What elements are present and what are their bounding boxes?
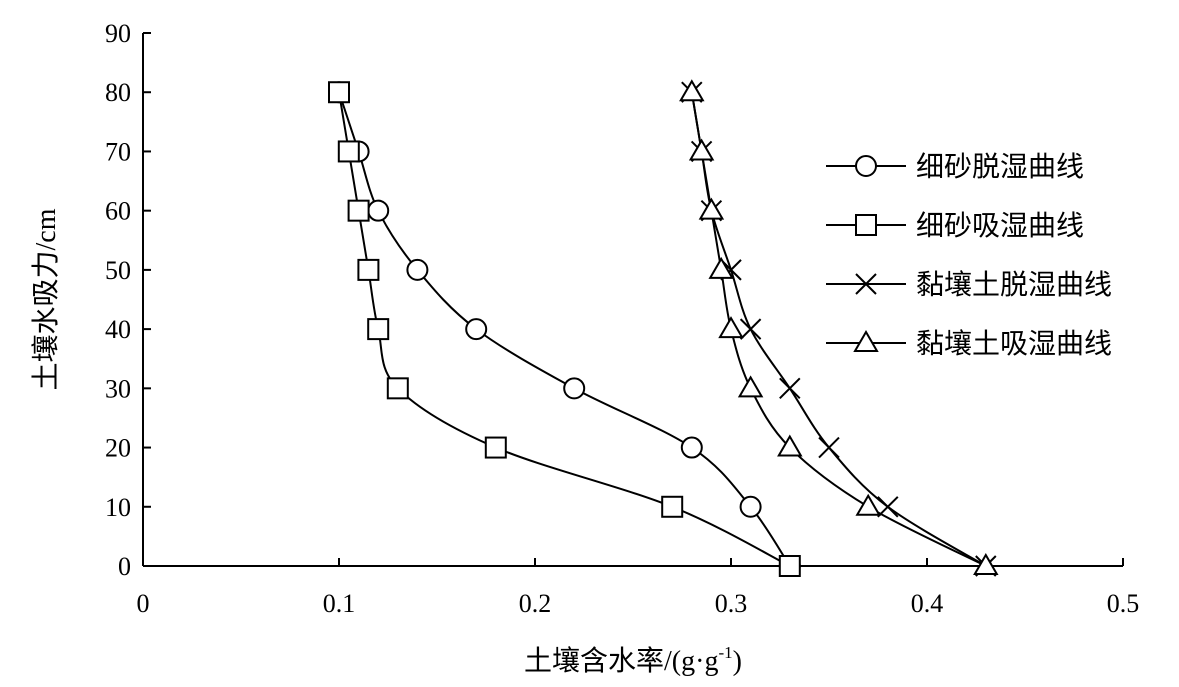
y-tick-label: 60: [105, 197, 131, 226]
data-point: [328, 81, 350, 104]
data-point: [708, 256, 734, 279]
data-point: [698, 197, 725, 220]
y-tick-label: 50: [105, 256, 131, 285]
data-point: [818, 436, 840, 459]
x-tick-label: 0.3: [715, 589, 748, 618]
legend-item: 细砂脱湿曲线: [826, 151, 1084, 183]
data-point: [688, 138, 715, 161]
data-point: [718, 316, 744, 339]
y-tick-label: 30: [105, 374, 131, 403]
data-point: [778, 555, 801, 577]
data-point: [367, 318, 390, 341]
y-tick-label: 20: [105, 434, 131, 463]
x-axis-title: 土壤含水率/(g·g-1): [524, 643, 742, 677]
y-tick-label: 0: [118, 552, 131, 581]
data-point: [386, 377, 409, 400]
legend-label: 细砂脱湿曲线: [916, 151, 1084, 183]
data-point: [563, 377, 586, 400]
x-tick-label: 0.5: [1107, 589, 1140, 618]
data-point: [484, 436, 507, 459]
y-tick-label: 90: [105, 19, 131, 48]
y-axis-title: 土壤水吸力/cm: [30, 208, 62, 390]
axes: [142, 33, 1123, 567]
legend-marker: [855, 273, 877, 295]
data-point: [739, 318, 762, 340]
x-tick-label: 0.4: [911, 589, 944, 618]
data-point: [855, 493, 881, 516]
ticks: 0 10 20 30 40 50 60 70 80 90 0 0.1 0.2 0.3 0.4 0.5: [105, 19, 1139, 618]
data-point: [777, 434, 803, 457]
y-tick-label: 70: [105, 137, 131, 166]
series-line: [338, 91, 791, 567]
series-group: [328, 79, 999, 577]
legend-item: 黏壤土吸湿曲线: [826, 328, 1112, 360]
legend-marker: [853, 330, 879, 352]
data-point: [406, 258, 429, 281]
data-point: [661, 495, 684, 518]
data-point: [973, 553, 999, 575]
series-line: [338, 92, 791, 567]
legend-marker: [855, 155, 877, 177]
data-point: [357, 258, 380, 281]
y-tick-label: 40: [105, 315, 131, 344]
data-point: [679, 79, 705, 102]
data-point: [337, 140, 360, 163]
legend-label: 细砂吸湿曲线: [916, 210, 1084, 242]
legend-label: 黏壤土脱湿曲线: [916, 269, 1112, 301]
x-axis-title-tail: ): [733, 646, 742, 677]
series-4: [679, 79, 999, 575]
series-2: [328, 81, 801, 577]
data-point: [347, 199, 370, 222]
x-tick-label: 0.1: [323, 589, 356, 618]
data-point: [737, 375, 764, 398]
x-tick-label: 0.2: [519, 589, 552, 618]
data-point: [739, 495, 762, 518]
x-axis-title-main: 土壤含水率/(g·g: [524, 645, 718, 677]
y-tick-label: 80: [105, 78, 131, 107]
legend-item: 黏壤土脱湿曲线: [826, 269, 1112, 301]
legend-label: 黏壤土吸湿曲线: [916, 328, 1112, 360]
data-point: [465, 318, 488, 341]
legend-marker: [855, 214, 877, 236]
legend-item: 细砂吸湿曲线: [826, 210, 1084, 242]
x-tick-label: 0: [137, 589, 150, 618]
data-point: [680, 436, 703, 459]
y-tick-label: 10: [105, 493, 131, 522]
data-point: [367, 199, 390, 222]
data-point: [779, 377, 801, 400]
x-axis-title-sup: -1: [718, 643, 732, 662]
